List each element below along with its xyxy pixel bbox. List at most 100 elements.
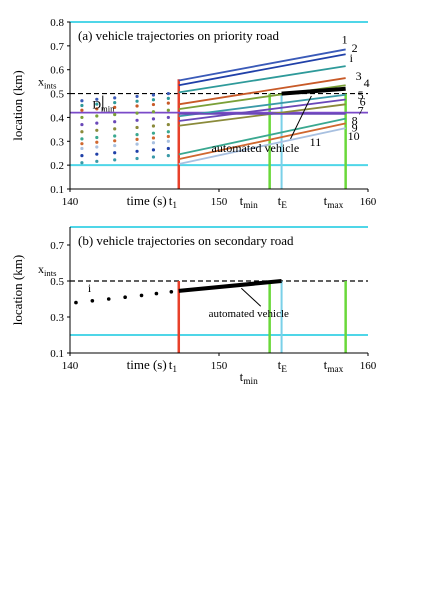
scatter-point xyxy=(80,161,84,165)
scatter-point xyxy=(166,134,170,139)
chart-title: (a) vehicle trajectories on priority roa… xyxy=(78,28,280,43)
trajectory-line xyxy=(178,93,346,118)
chart-title: (b) vehicle trajectories on secondary ro… xyxy=(78,233,294,248)
y-tick-label: 0.4 xyxy=(50,112,64,124)
scatter-point xyxy=(113,143,117,148)
scatter-point xyxy=(166,146,170,151)
y-tick-label: 0.7 xyxy=(50,41,64,53)
scatter-point xyxy=(80,108,84,112)
scatter-point xyxy=(113,151,117,155)
scatter-point xyxy=(90,299,95,303)
tE-label: tE xyxy=(278,193,288,211)
tE-label: tE xyxy=(278,357,288,375)
scatter-point xyxy=(80,142,84,146)
scatter-point xyxy=(80,115,84,120)
scatter-point xyxy=(113,101,117,105)
y-axis-label: location (km) xyxy=(10,70,25,140)
scatter-point xyxy=(95,140,99,144)
scatter-point xyxy=(95,152,99,156)
pre-t1-scatter-b xyxy=(74,290,174,305)
xints-label: xints xyxy=(38,262,57,278)
scatter-point xyxy=(151,131,156,135)
trajectory-lines-b xyxy=(178,279,282,293)
scatter-point xyxy=(135,99,139,103)
scatter-point xyxy=(135,125,139,130)
trajectory-line xyxy=(178,127,346,165)
scatter-point xyxy=(95,107,99,111)
trajectory-line xyxy=(178,98,346,122)
trajectory-line xyxy=(178,122,346,161)
scatter-point xyxy=(135,142,139,146)
scatter-point xyxy=(166,91,170,96)
scatter-point xyxy=(151,148,156,152)
y-tick-label: 0.5 xyxy=(50,276,64,288)
series-label: 4 xyxy=(364,76,370,90)
scatter-point xyxy=(95,114,99,118)
labels-b: 0.1 0.3 0.5 0.7 140 150 160 time (s) location (k… xyxy=(10,233,377,387)
axes-a xyxy=(67,21,369,192)
series-label: 5 xyxy=(358,88,364,102)
pre-t1-scatter-a xyxy=(80,91,170,165)
series-label: i xyxy=(350,51,354,65)
trajectory-line xyxy=(178,77,346,106)
scatter-point xyxy=(80,130,84,134)
scatter-point xyxy=(139,293,144,298)
automated-vehicle-pointer xyxy=(241,287,262,307)
y-tick-label: 0.1 xyxy=(50,348,64,360)
scatter-point xyxy=(113,120,117,124)
trajectory-lines-a xyxy=(178,48,346,165)
scatter-point xyxy=(113,127,117,131)
scatter-point xyxy=(113,96,117,100)
scatter-point xyxy=(135,156,139,161)
reference-lines-b xyxy=(70,226,368,353)
y-tick-label: 0.6 xyxy=(50,65,64,77)
series-label: 6 xyxy=(360,95,366,109)
series-label: 7 xyxy=(358,103,364,117)
scatter-point xyxy=(74,300,78,305)
axes-b xyxy=(67,227,369,356)
y-axis-label: location (km) xyxy=(10,255,25,325)
scatter-point xyxy=(80,122,84,127)
y-tick-label: 0.3 xyxy=(50,312,64,324)
scatter-point xyxy=(95,97,99,101)
scatter-point xyxy=(123,295,127,300)
y-tick-label: 0.8 xyxy=(50,17,64,29)
trajectory-line xyxy=(178,103,346,127)
scatter-point xyxy=(166,115,170,120)
i-label: i xyxy=(88,281,92,295)
tmin-label: tmin xyxy=(240,369,258,387)
tmax-label: tmax xyxy=(324,193,344,211)
x-tick-label: 150 xyxy=(211,360,228,372)
scatter-point xyxy=(80,103,84,108)
automated-vehicle-label: automated vehicle xyxy=(209,308,289,320)
t1-label: t1 xyxy=(169,193,178,211)
scatter-point xyxy=(113,134,117,138)
scatter-point xyxy=(113,158,117,162)
automated-vehicle-pointer xyxy=(290,95,312,140)
x-axis-label: time (s) xyxy=(127,357,167,372)
scatter-point xyxy=(80,99,84,103)
series-label: 1 xyxy=(342,32,348,46)
scatter-point xyxy=(151,124,156,128)
scatter-point xyxy=(95,121,99,125)
y-tick-label: 0.3 xyxy=(50,136,64,148)
scatter-point xyxy=(80,154,84,158)
scatter-point xyxy=(135,133,139,137)
scatter-point xyxy=(80,137,84,141)
trajectory-line xyxy=(178,117,346,156)
automated-vehicle-line xyxy=(178,279,282,293)
scatter-point xyxy=(166,101,170,105)
scatter-point xyxy=(166,122,170,127)
x-tick-label: 140 xyxy=(62,360,79,372)
trajectory-line xyxy=(178,48,346,82)
scatter-point xyxy=(95,128,99,132)
y-tick-label: 0.7 xyxy=(50,240,64,252)
scatter-point xyxy=(151,141,156,145)
xints-label: xints xyxy=(38,75,57,91)
scatter-point xyxy=(151,102,156,107)
scatter-point xyxy=(135,137,139,141)
x-tick-label: 160 xyxy=(360,196,377,208)
